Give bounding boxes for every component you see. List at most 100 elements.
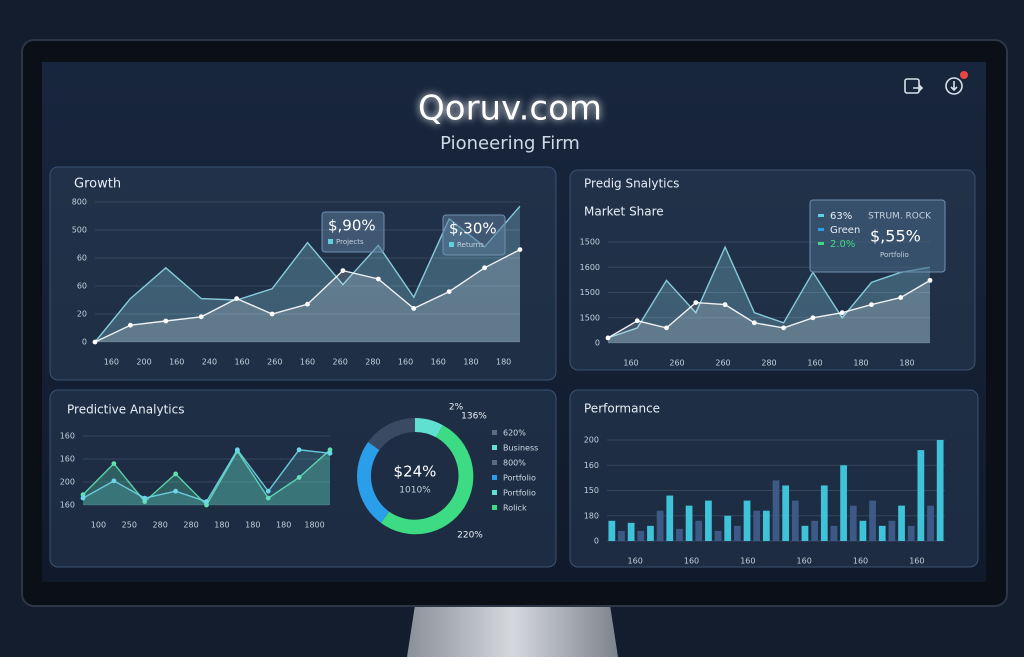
point bbox=[80, 492, 86, 498]
y-tick-label: 1500 bbox=[580, 288, 600, 297]
series-line bbox=[607, 245, 931, 339]
bar bbox=[801, 525, 809, 541]
bar bbox=[936, 440, 944, 541]
point bbox=[234, 296, 240, 301]
bar bbox=[907, 525, 915, 541]
legend-value: $,55% bbox=[870, 227, 921, 246]
donut-segment bbox=[368, 418, 415, 451]
bar bbox=[840, 465, 847, 541]
donut-outer-label: 2% bbox=[449, 403, 464, 413]
legend-swatch bbox=[492, 445, 497, 450]
point bbox=[340, 268, 346, 273]
point bbox=[722, 302, 728, 308]
y-tick-label: 20 bbox=[77, 310, 87, 319]
share-arrow bbox=[913, 84, 924, 92]
legend-item: 800% bbox=[503, 459, 526, 468]
x-tick-label: 180 bbox=[496, 358, 511, 367]
legend-swatch bbox=[492, 505, 497, 510]
bar bbox=[724, 515, 732, 541]
point bbox=[80, 495, 86, 501]
x-tick-label: 160 bbox=[104, 358, 119, 367]
y-tick-label: 0 bbox=[594, 537, 599, 546]
y-tick-label: 1500 bbox=[580, 238, 600, 247]
callout bbox=[321, 211, 385, 253]
callout-swatch bbox=[449, 242, 454, 247]
y-tick-label: 60 bbox=[77, 282, 87, 291]
point bbox=[927, 277, 933, 283]
x-tick-label: 250 bbox=[122, 521, 137, 530]
point bbox=[204, 502, 209, 508]
bar bbox=[917, 450, 925, 541]
bar bbox=[618, 530, 625, 541]
y-tick-label: 0 bbox=[595, 339, 600, 348]
legend-swatch bbox=[492, 475, 497, 480]
area bbox=[608, 247, 930, 343]
point bbox=[605, 335, 611, 341]
area bbox=[83, 449, 330, 505]
legend-item: Portfolio bbox=[503, 489, 536, 498]
x-tick-label: 240 bbox=[202, 358, 217, 367]
legend-item: Green bbox=[830, 225, 860, 236]
point bbox=[839, 310, 845, 316]
y-tick-label: 0 bbox=[82, 338, 87, 347]
point bbox=[163, 318, 169, 324]
bar bbox=[627, 522, 635, 541]
notification-icon[interactable] bbox=[945, 77, 963, 95]
notification-badge bbox=[960, 71, 968, 79]
bar bbox=[685, 505, 693, 541]
y-tick-label: 160 bbox=[60, 455, 75, 464]
legend-item: Portfolio bbox=[503, 474, 536, 483]
callout-swatch bbox=[328, 239, 333, 244]
x-tick-label: 160 bbox=[684, 557, 699, 566]
y-tick-label: 180 bbox=[584, 511, 599, 520]
point bbox=[446, 289, 452, 294]
x-tick-label: 180 bbox=[899, 359, 914, 368]
bar bbox=[820, 485, 828, 541]
callout-label: Returns bbox=[457, 241, 484, 249]
bar bbox=[647, 525, 654, 541]
point bbox=[204, 499, 209, 504]
panel bbox=[49, 166, 557, 381]
x-tick-label: 160 bbox=[628, 557, 643, 566]
bar bbox=[705, 500, 712, 541]
x-tick-label: 260 bbox=[669, 359, 684, 368]
bar bbox=[888, 520, 896, 541]
point bbox=[327, 447, 333, 453]
x-tick-label: 160 bbox=[909, 557, 924, 566]
point bbox=[411, 306, 417, 311]
point bbox=[296, 475, 302, 480]
panel-title: Predictive Analytics bbox=[67, 403, 184, 417]
bar bbox=[898, 505, 905, 541]
y-tick-label: 150 bbox=[584, 486, 599, 495]
x-tick-label: 280 bbox=[153, 521, 168, 530]
x-tick-label: 200 bbox=[136, 358, 151, 367]
point bbox=[128, 322, 133, 328]
point bbox=[173, 488, 179, 494]
series-line bbox=[607, 279, 931, 339]
y-tick-label: 160 bbox=[60, 432, 75, 441]
x-tick-label: 180 bbox=[276, 521, 291, 530]
panel-title: Performance bbox=[584, 402, 660, 416]
donut-outer-label: 136% bbox=[461, 412, 487, 422]
x-tick-label: 160 bbox=[300, 358, 315, 367]
monitor-stand bbox=[407, 605, 618, 657]
y-tick-label: 800 bbox=[72, 198, 87, 207]
callout-value: $,30% bbox=[449, 220, 497, 238]
point bbox=[664, 325, 669, 331]
bar bbox=[666, 495, 674, 541]
callout-label: Projects bbox=[336, 238, 364, 246]
point bbox=[111, 461, 117, 466]
legend-swatch bbox=[818, 228, 824, 231]
x-tick-label: 160 bbox=[169, 358, 184, 367]
bar bbox=[743, 500, 751, 541]
legend-swatch bbox=[492, 430, 497, 435]
notification-glyph bbox=[950, 81, 958, 92]
point bbox=[327, 450, 333, 456]
donut-segment bbox=[380, 425, 474, 535]
legend-label: Portfolio bbox=[880, 251, 909, 259]
y-tick-label: 200 bbox=[60, 478, 75, 487]
point bbox=[751, 320, 757, 326]
donut-segment bbox=[415, 418, 443, 438]
point bbox=[869, 302, 874, 308]
